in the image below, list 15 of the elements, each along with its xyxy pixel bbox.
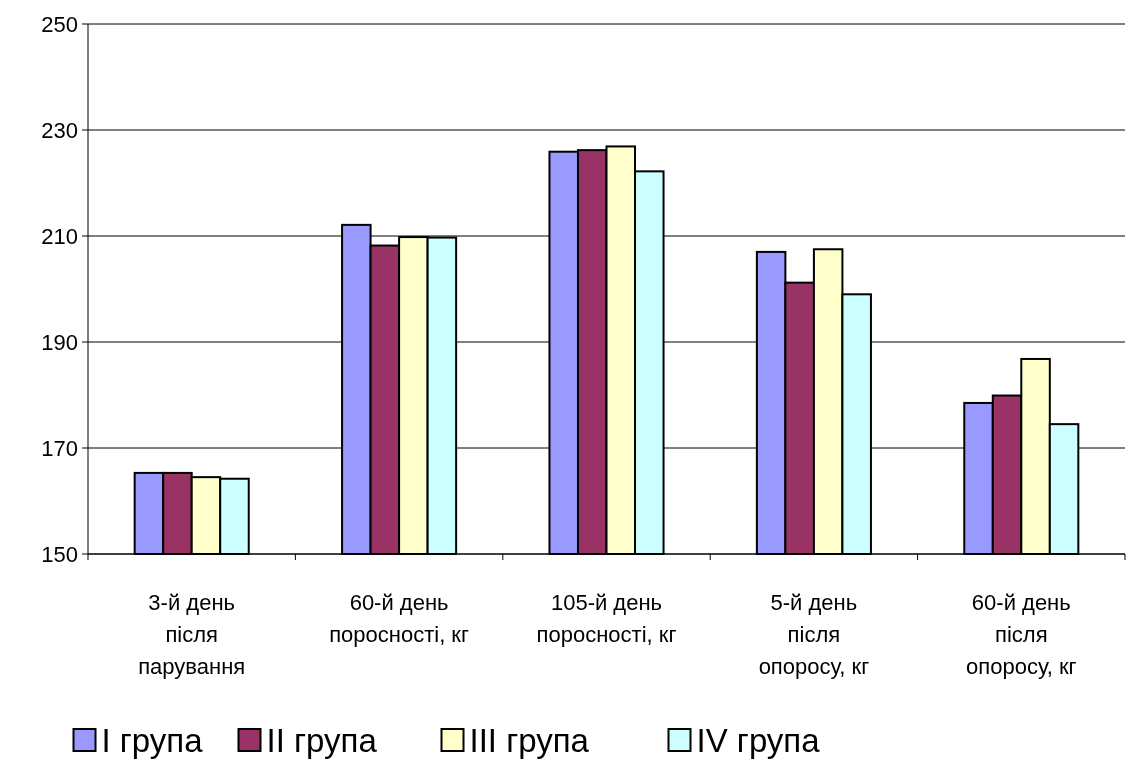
y-tick-label: 150 bbox=[41, 541, 78, 567]
y-tick-label: 190 bbox=[41, 329, 78, 355]
y-tick-label: 250 bbox=[41, 11, 78, 37]
x-tick-label: 60-й день поросності, кг bbox=[329, 590, 470, 647]
x-tick-label: 105-й день поросності, кг bbox=[536, 590, 677, 647]
legend-label: I група bbox=[101, 721, 204, 759]
legend-label: IV група bbox=[696, 721, 821, 759]
y-tick-label: 230 bbox=[41, 117, 78, 143]
legend-label: II група bbox=[266, 721, 378, 759]
x-tick-label: 3-й день після парування bbox=[138, 590, 246, 679]
x-tick-label: 5-й день після опоросу, кг bbox=[758, 590, 870, 679]
x-tick-label: 60-й день після опоросу, кг bbox=[966, 590, 1077, 679]
y-tick-label: 170 bbox=[41, 435, 78, 461]
y-tick-label: 210 bbox=[41, 223, 78, 249]
legend-label: III група bbox=[469, 721, 590, 759]
